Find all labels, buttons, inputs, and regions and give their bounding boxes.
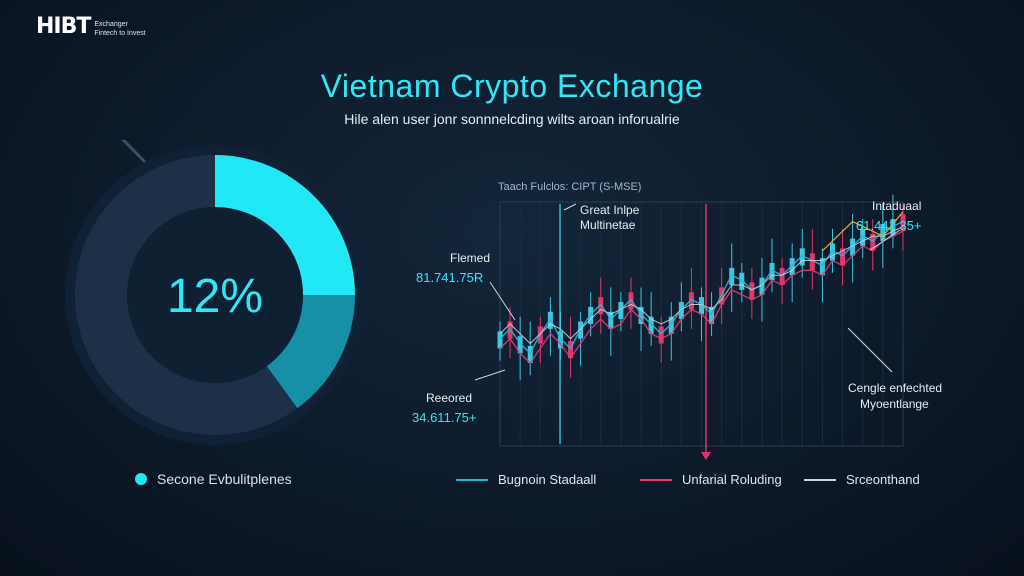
marker-arrow-icon (701, 452, 711, 460)
series-line-3 (499, 225, 904, 345)
logo-mark: HIBT (36, 14, 91, 39)
callout-line-4 (474, 369, 506, 381)
legend-item-2: Unfarial Roluding (640, 472, 782, 487)
candle-body (880, 223, 886, 242)
page-subtitle: Hile alen user jonr sonnnelcding wilts a… (344, 111, 680, 127)
annotation-2-line-1: Great Inlpe (580, 203, 640, 217)
candle-body (749, 282, 755, 300)
logo: HIBT Exchanger Fintech to Invest (36, 14, 146, 39)
legend-label-1: Bugnoin Stadaall (498, 472, 597, 487)
chart-series (499, 211, 904, 365)
logo-text: Exchanger Fintech to Invest (94, 20, 145, 38)
annotation-1-label: Flemed (450, 251, 490, 265)
candle-body (840, 248, 846, 266)
series-line-2 (499, 230, 904, 365)
gauge-legend-dot (135, 473, 147, 485)
page-title: Vietnam Crypto Exchange (320, 68, 704, 104)
annotation-4-value: 34.611.75+ (412, 410, 476, 425)
candle-body (618, 302, 624, 320)
candle-body (497, 331, 503, 349)
legend-swatch-1 (456, 478, 488, 481)
series-line-trend (821, 211, 904, 252)
candle-body (568, 341, 574, 359)
candle-body (819, 258, 825, 276)
candle-body (608, 311, 614, 329)
callout-line-1 (489, 281, 516, 321)
annotation-5-line-2: Myoentlange (860, 397, 929, 411)
gauge-hole (127, 207, 303, 383)
legend-swatch-3 (804, 478, 836, 481)
candle-body (850, 238, 856, 256)
candle-body (688, 292, 694, 310)
gauge-segment-1 (215, 155, 355, 295)
callout-line-3 (869, 229, 901, 251)
legend-swatch-2 (640, 478, 672, 481)
candle-body (809, 253, 815, 271)
candle-body (890, 219, 896, 237)
logo-line-2: Fintech to Invest (94, 29, 146, 37)
donut-gauge: 12% (65, 140, 365, 445)
annotation-2: Great Inlpe Multinetae (580, 203, 643, 232)
annotation-2-line-2: Multinetae (580, 218, 636, 232)
annotation-3-value: 61.441.35+ (856, 218, 921, 233)
candle-body (799, 248, 805, 266)
gauge-pointer-line (121, 140, 147, 164)
candle-body (648, 316, 654, 334)
legend-label-2: Unfarial Roluding (682, 472, 782, 487)
candle-body (557, 331, 563, 349)
candle-body (900, 214, 906, 232)
legend-item-3: Srceonthand (804, 472, 920, 487)
candle-body (699, 297, 704, 315)
annotation-4-label: Reeored (426, 391, 472, 405)
annotation-5: Cengle enfechted Myoentlange (848, 381, 945, 411)
candle-body (638, 306, 644, 324)
candle-body (658, 326, 664, 344)
candle-body (870, 233, 876, 251)
candle-body (739, 272, 745, 290)
annotation-5-line-1: Cengle enfechted (848, 381, 942, 395)
logo-line-1: Exchanger (94, 20, 128, 28)
callout-line-5 (847, 327, 893, 373)
gauge-segments (75, 155, 355, 435)
annotation-3-label: Intaduaal (872, 199, 921, 213)
candle-body (668, 316, 674, 334)
gauge-legend: Secone Evbulitplenes (135, 471, 292, 487)
legend-label-3: Srceonthand (846, 472, 920, 487)
chart-title: Taach Fulclos: CIPT (S-MSE) (498, 181, 641, 193)
gauge-legend-label: Secone Evbulitplenes (157, 471, 292, 487)
candle-body (709, 306, 715, 324)
candle-body (517, 336, 523, 354)
gauge-value: 12% (167, 270, 263, 323)
candle-body (759, 277, 765, 295)
candle-body (527, 345, 533, 364)
legend-item-1: Bugnoin Stadaall (456, 472, 596, 487)
gauge-segment-3 (75, 155, 298, 435)
callout-line-2 (563, 203, 577, 211)
gauge-segment-2 (266, 295, 355, 409)
line-chart: Taach Fulclos: CIPT (S-MSE) Flemed 81.74… (412, 181, 945, 460)
annotation-1-value: 81.741.75R (416, 270, 483, 285)
candle-body (860, 228, 866, 246)
candle-body (789, 258, 795, 276)
candle-body (779, 267, 785, 285)
